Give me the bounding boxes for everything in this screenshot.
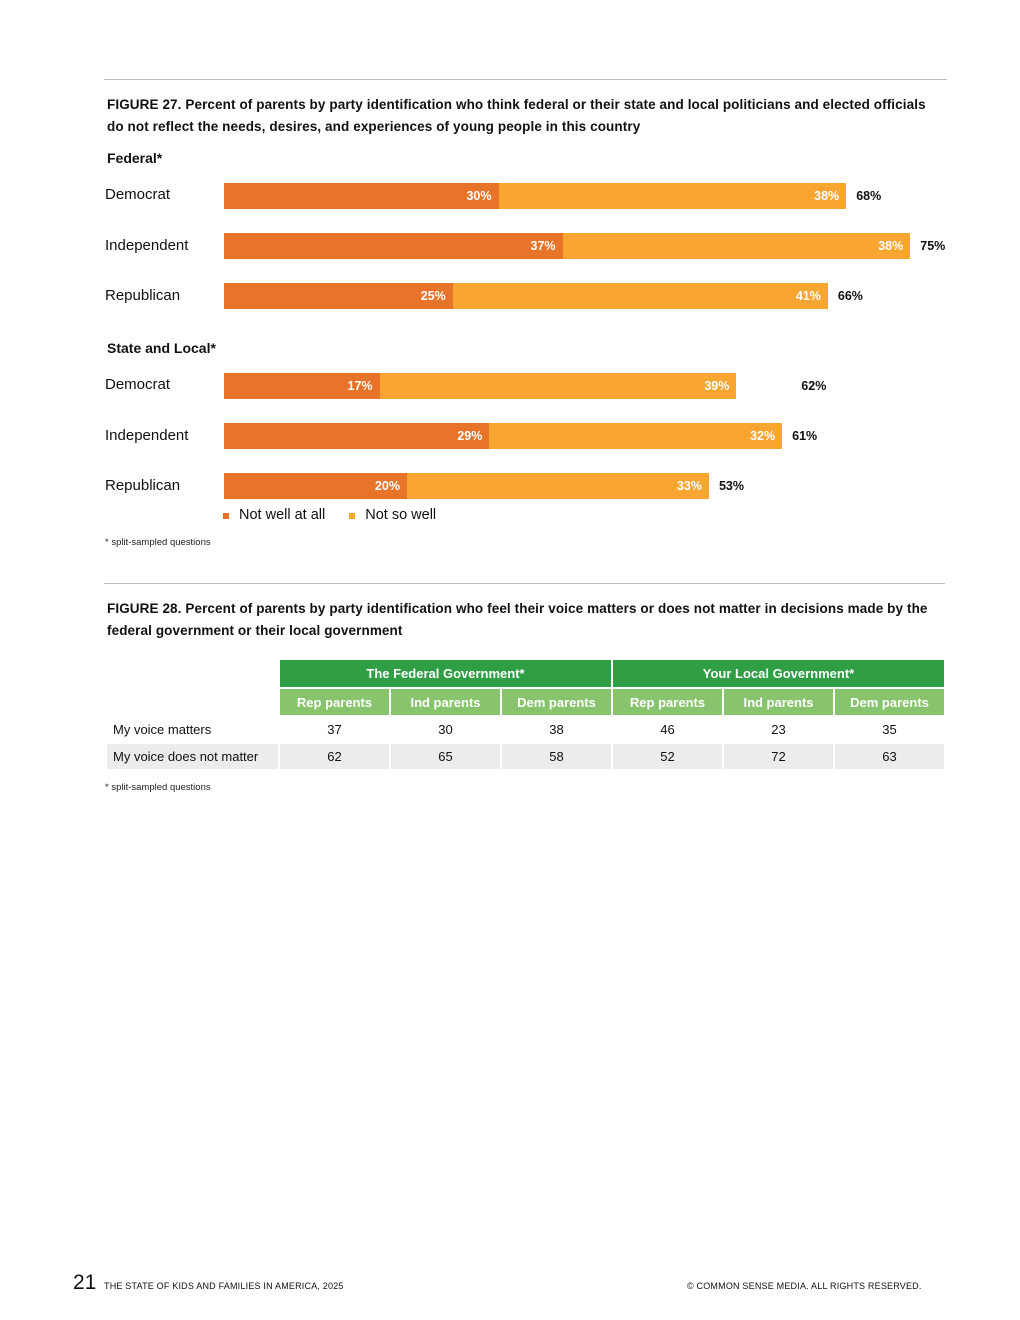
legend-item-not-so-well: Not so well	[349, 507, 436, 523]
bar-segment-not-so-well: 41%	[452, 283, 828, 309]
bar-total-label: 75%	[920, 239, 946, 253]
column-header: Dem parents	[835, 689, 944, 715]
bar-row: 17% 39%	[224, 373, 737, 399]
column-header: Rep parents	[280, 689, 389, 715]
bar-segment-not-well-at-all: 25%	[224, 283, 453, 309]
bar-segment-not-so-well: 32%	[489, 423, 783, 449]
column-header: Dem parents	[502, 689, 611, 715]
bar-total-label: 53%	[718, 479, 744, 493]
bar-total-label: 61%	[792, 429, 818, 443]
legend-item-not-well-at-all: Not well at all	[223, 507, 325, 523]
page-number: 21	[73, 1271, 97, 1294]
table-row: My voice matters 37 30 38 46 23 35	[107, 717, 944, 742]
table-cell: 46	[660, 722, 675, 737]
top-divider	[104, 79, 947, 80]
table-cell: 38	[549, 722, 564, 737]
row-label-republican: Republican	[105, 477, 181, 494]
row-label-democrat: Democrat	[105, 376, 171, 393]
table-cell: 52	[613, 744, 722, 769]
bar-total-label: 62%	[801, 379, 827, 393]
column-header: Rep parents	[613, 689, 722, 715]
table-corner	[107, 689, 278, 715]
bar-row: 30% 38%	[224, 183, 847, 209]
copyright-notice: © COMMON SENSE MEDIA. ALL RIGHTS RESERVE…	[687, 1281, 922, 1291]
group-header-local: Your Local Government*	[613, 660, 944, 687]
row-label-democrat: Democrat	[105, 186, 171, 203]
figure-28-footnote: * split-sampled questions	[105, 782, 211, 793]
bar-total-label: 66%	[837, 289, 863, 303]
bar-segment-not-so-well: 39%	[379, 373, 737, 399]
bar-segment-not-so-well: 38%	[498, 183, 847, 209]
voice-matters-table: The Federal Government* Your Local Gover…	[105, 658, 946, 771]
state-local-section-title: State and Local*	[107, 340, 216, 356]
row-label-republican: Republican	[105, 287, 181, 304]
bar-segment-not-well-at-all: 17%	[224, 373, 380, 399]
group-header-federal: The Federal Government*	[280, 660, 611, 687]
table-cell: 35	[882, 722, 897, 737]
table-cell: 23	[771, 722, 786, 737]
bar-segment-not-well-at-all: 30%	[224, 183, 499, 209]
legend-label: Not well at all	[239, 507, 326, 523]
federal-section-title: Federal*	[107, 150, 163, 166]
row-label-independent: Independent	[105, 427, 189, 444]
legend-swatch-not-so-well	[349, 513, 356, 519]
bar-segment-not-well-at-all: 29%	[224, 423, 490, 449]
bar-segment-not-so-well: 33%	[407, 473, 709, 499]
row-label: My voice does not matter	[107, 744, 278, 769]
row-label: My voice matters	[113, 722, 212, 737]
table-cell: 62	[280, 744, 389, 769]
table-group-header-row: The Federal Government* Your Local Gover…	[107, 660, 944, 687]
legend-swatch-not-well-at-all	[223, 513, 229, 519]
table-cell: 30	[438, 722, 453, 737]
middle-divider	[104, 583, 945, 584]
bar-total-label: 68%	[856, 189, 882, 203]
table-row: My voice does not matter 62 65 58 52 72 …	[107, 744, 944, 769]
table-column-header-row: Rep parents Ind parents Dem parents Rep …	[107, 689, 944, 715]
table-cell: 72	[724, 744, 833, 769]
table-cell: 37	[327, 722, 342, 737]
chart-legend: Not well at all Not so well	[223, 507, 460, 523]
bar-row: 37% 38%	[224, 233, 911, 259]
figure-28-title: FIGURE 28. Percent of parents by party i…	[107, 601, 928, 638]
bar-segment-not-well-at-all: 37%	[224, 233, 563, 259]
column-header: Ind parents	[391, 689, 500, 715]
table-cell: 63	[835, 744, 944, 769]
bar-row: 29% 32%	[224, 423, 783, 449]
figure-27-footnote: * split-sampled questions	[105, 537, 211, 548]
bar-segment-not-so-well: 38%	[562, 233, 911, 259]
legend-label: Not so well	[365, 507, 437, 523]
column-header: Ind parents	[724, 689, 833, 715]
table-cell: 65	[391, 744, 500, 769]
bar-segment-not-well-at-all: 20%	[224, 473, 407, 499]
bar-row: 20% 33%	[224, 473, 709, 499]
table-cell: 58	[502, 744, 611, 769]
row-label-independent: Independent	[105, 237, 189, 254]
publication-title: THE STATE OF KIDS AND FAMILIES IN AMERIC…	[104, 1281, 344, 1291]
bar-row: 25% 41%	[224, 283, 828, 309]
figure-27-title: FIGURE 27. Percent of parents by party i…	[107, 97, 926, 134]
table-corner	[107, 660, 278, 687]
